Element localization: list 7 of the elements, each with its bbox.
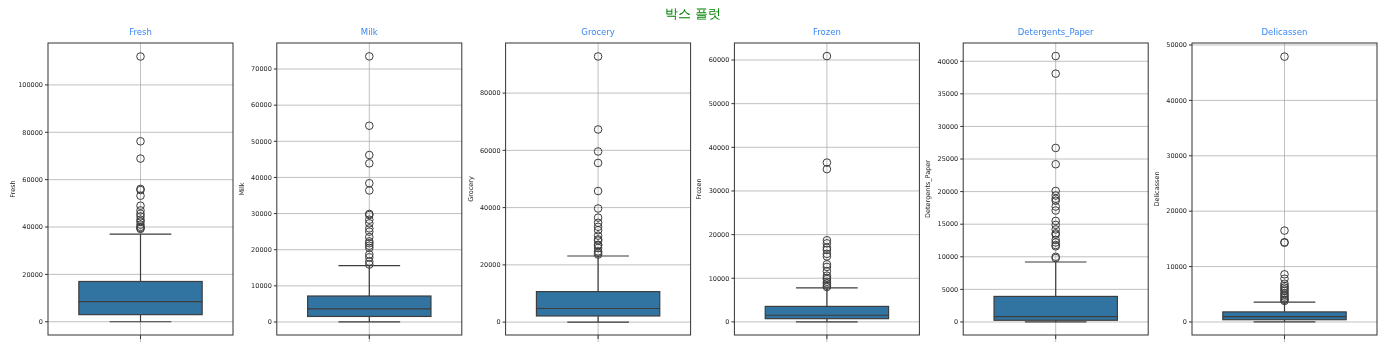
chart-title: Delicassen [1261, 27, 1308, 37]
chart-title: Fresh [129, 27, 152, 37]
chart-title: Frozen [812, 27, 841, 37]
text: 박스 플럿 [664, 6, 722, 21]
chart-title: Detergents_Paper [1017, 27, 1095, 37]
chart-title: Milk [360, 27, 378, 37]
chart-title: Grocery [581, 27, 615, 37]
